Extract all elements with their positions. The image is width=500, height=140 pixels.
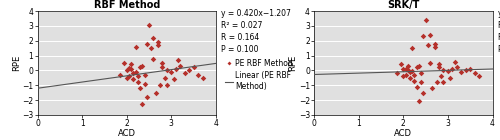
PE SRK/T xyxy=(426,62,434,64)
PE SRK/T xyxy=(458,71,466,73)
PE RBF Method xyxy=(125,67,133,69)
Y-axis label: RPE: RPE xyxy=(288,55,298,71)
PE RBF Method xyxy=(125,75,133,77)
X-axis label: ACD: ACD xyxy=(118,129,136,138)
PE RBF Method xyxy=(130,72,138,74)
PE RBF Method xyxy=(168,71,175,73)
PE SRK/T xyxy=(410,80,418,82)
PE RBF Method xyxy=(122,77,130,79)
PE SRK/T xyxy=(415,100,423,103)
PE SRK/T xyxy=(430,43,438,45)
PE SRK/T xyxy=(470,72,478,74)
PE SRK/T xyxy=(402,68,409,70)
PE RBF Method xyxy=(158,62,166,64)
PE SRK/T xyxy=(397,63,405,66)
PE RBF Method xyxy=(160,77,168,79)
PE SRK/T xyxy=(475,75,483,77)
PE RBF Method xyxy=(176,65,184,67)
PE SRK/T xyxy=(417,72,425,74)
PE SRK/T xyxy=(440,69,448,71)
Text: y = 0.093x−0.277
R² = 0.001
R = 0.031
P = 0.71: y = 0.093x−0.277 R² = 0.001 R = 0.031 P … xyxy=(498,9,500,53)
PE RBF Method xyxy=(163,69,171,72)
PE RBF Method xyxy=(147,47,155,49)
PE RBF Method xyxy=(185,69,193,72)
PE RBF Method xyxy=(136,87,144,89)
PE RBF Method xyxy=(130,78,138,80)
PE SRK/T xyxy=(410,74,418,76)
PE RBF Method xyxy=(127,63,135,66)
PE SRK/T xyxy=(420,35,428,38)
PE SRK/T xyxy=(412,66,420,69)
PE SRK/T xyxy=(402,74,409,76)
PE SRK/T xyxy=(408,47,416,49)
Legend: PE RBF Method, Linear (PE RBF
Method): PE RBF Method, Linear (PE RBF Method) xyxy=(225,59,293,91)
PE SRK/T xyxy=(428,87,436,89)
PE RBF Method xyxy=(152,91,160,94)
PE SRK/T xyxy=(417,81,425,83)
PE RBF Method xyxy=(122,69,130,72)
PE RBF Method xyxy=(170,78,177,80)
PE SRK/T xyxy=(400,68,407,70)
PE RBF Method xyxy=(143,96,151,98)
Title: RBF Method: RBF Method xyxy=(94,0,160,10)
PE RBF Method xyxy=(138,65,146,67)
PE SRK/T xyxy=(404,65,411,67)
PE RBF Method xyxy=(172,68,180,70)
PE SRK/T xyxy=(408,70,416,72)
PE SRK/T xyxy=(462,69,469,72)
PE RBF Method xyxy=(116,74,124,76)
PE SRK/T xyxy=(435,63,443,66)
PE RBF Method xyxy=(132,46,140,48)
PE SRK/T xyxy=(406,77,414,79)
PE RBF Method xyxy=(136,66,144,69)
PE RBF Method xyxy=(127,68,135,70)
PE SRK/T xyxy=(444,70,452,72)
PE RBF Method xyxy=(138,103,146,106)
PE SRK/T xyxy=(406,71,414,73)
PE SRK/T xyxy=(448,68,456,70)
PE RBF Method xyxy=(156,84,164,86)
PE SRK/T xyxy=(453,66,461,69)
PE RBF Method xyxy=(143,43,151,45)
PE RBF Method xyxy=(154,44,162,46)
PE RBF Method xyxy=(145,23,153,26)
Title: SRK/T: SRK/T xyxy=(387,0,420,10)
PE SRK/T xyxy=(437,75,445,77)
PE SRK/T xyxy=(415,65,423,67)
PE RBF Method xyxy=(174,59,182,61)
PE RBF Method xyxy=(194,74,202,76)
PE SRK/T xyxy=(430,46,438,48)
PE SRK/T xyxy=(426,34,434,36)
PE RBF Method xyxy=(190,66,198,69)
PE SRK/T xyxy=(450,60,458,63)
PE RBF Method xyxy=(140,83,148,85)
PE SRK/T xyxy=(435,66,443,69)
PE RBF Method xyxy=(198,77,206,79)
PE RBF Method xyxy=(163,84,171,86)
PE SRK/T xyxy=(440,81,448,83)
PE RBF Method xyxy=(154,41,162,43)
PE SRK/T xyxy=(432,81,440,83)
Y-axis label: RPE: RPE xyxy=(12,55,20,71)
PE SRK/T xyxy=(404,69,411,71)
PE RBF Method xyxy=(140,74,148,76)
PE SRK/T xyxy=(420,91,428,94)
PE RBF Method xyxy=(180,72,188,74)
PE SRK/T xyxy=(422,19,430,21)
PE SRK/T xyxy=(412,86,420,88)
PE SRK/T xyxy=(400,75,407,77)
X-axis label: ACD: ACD xyxy=(394,129,412,138)
PE RBF Method xyxy=(158,66,166,69)
PE SRK/T xyxy=(446,77,454,79)
PE RBF Method xyxy=(134,81,142,83)
Text: y = 0.420x−1.207
R² = 0.027
R = 0.164
P = 0.100: y = 0.420x−1.207 R² = 0.027 R = 0.164 P … xyxy=(222,9,291,53)
PE SRK/T xyxy=(424,44,432,46)
PE RBF Method xyxy=(150,37,158,39)
PE SRK/T xyxy=(392,72,400,74)
PE RBF Method xyxy=(132,71,140,73)
PE RBF Method xyxy=(120,62,128,64)
PE RBF Method xyxy=(150,57,158,60)
PE RBF Method xyxy=(134,75,142,77)
PE SRK/T xyxy=(466,68,474,70)
